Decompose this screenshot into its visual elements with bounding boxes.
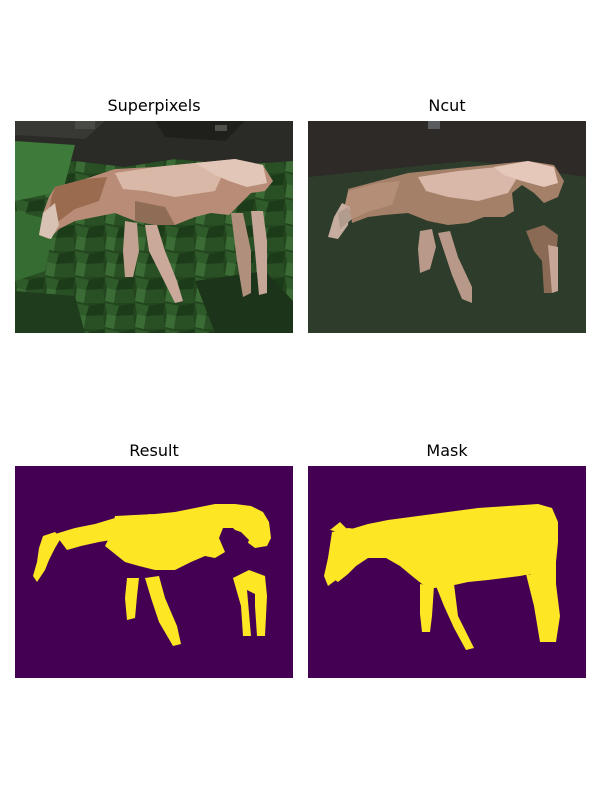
mask-image [308, 466, 586, 678]
panel-title-superpixels: Superpixels [107, 96, 201, 115]
result-svg [15, 466, 293, 678]
result-image [15, 466, 293, 678]
mask-svg [308, 466, 586, 678]
superpixels-image [15, 121, 293, 333]
ncut-image [308, 121, 586, 333]
panel-title-result: Result [129, 441, 179, 460]
superpixels-svg [15, 121, 293, 333]
panel-title-mask: Mask [426, 441, 468, 460]
panel-title-ncut: Ncut [428, 96, 466, 115]
ncut-svg [308, 121, 586, 333]
